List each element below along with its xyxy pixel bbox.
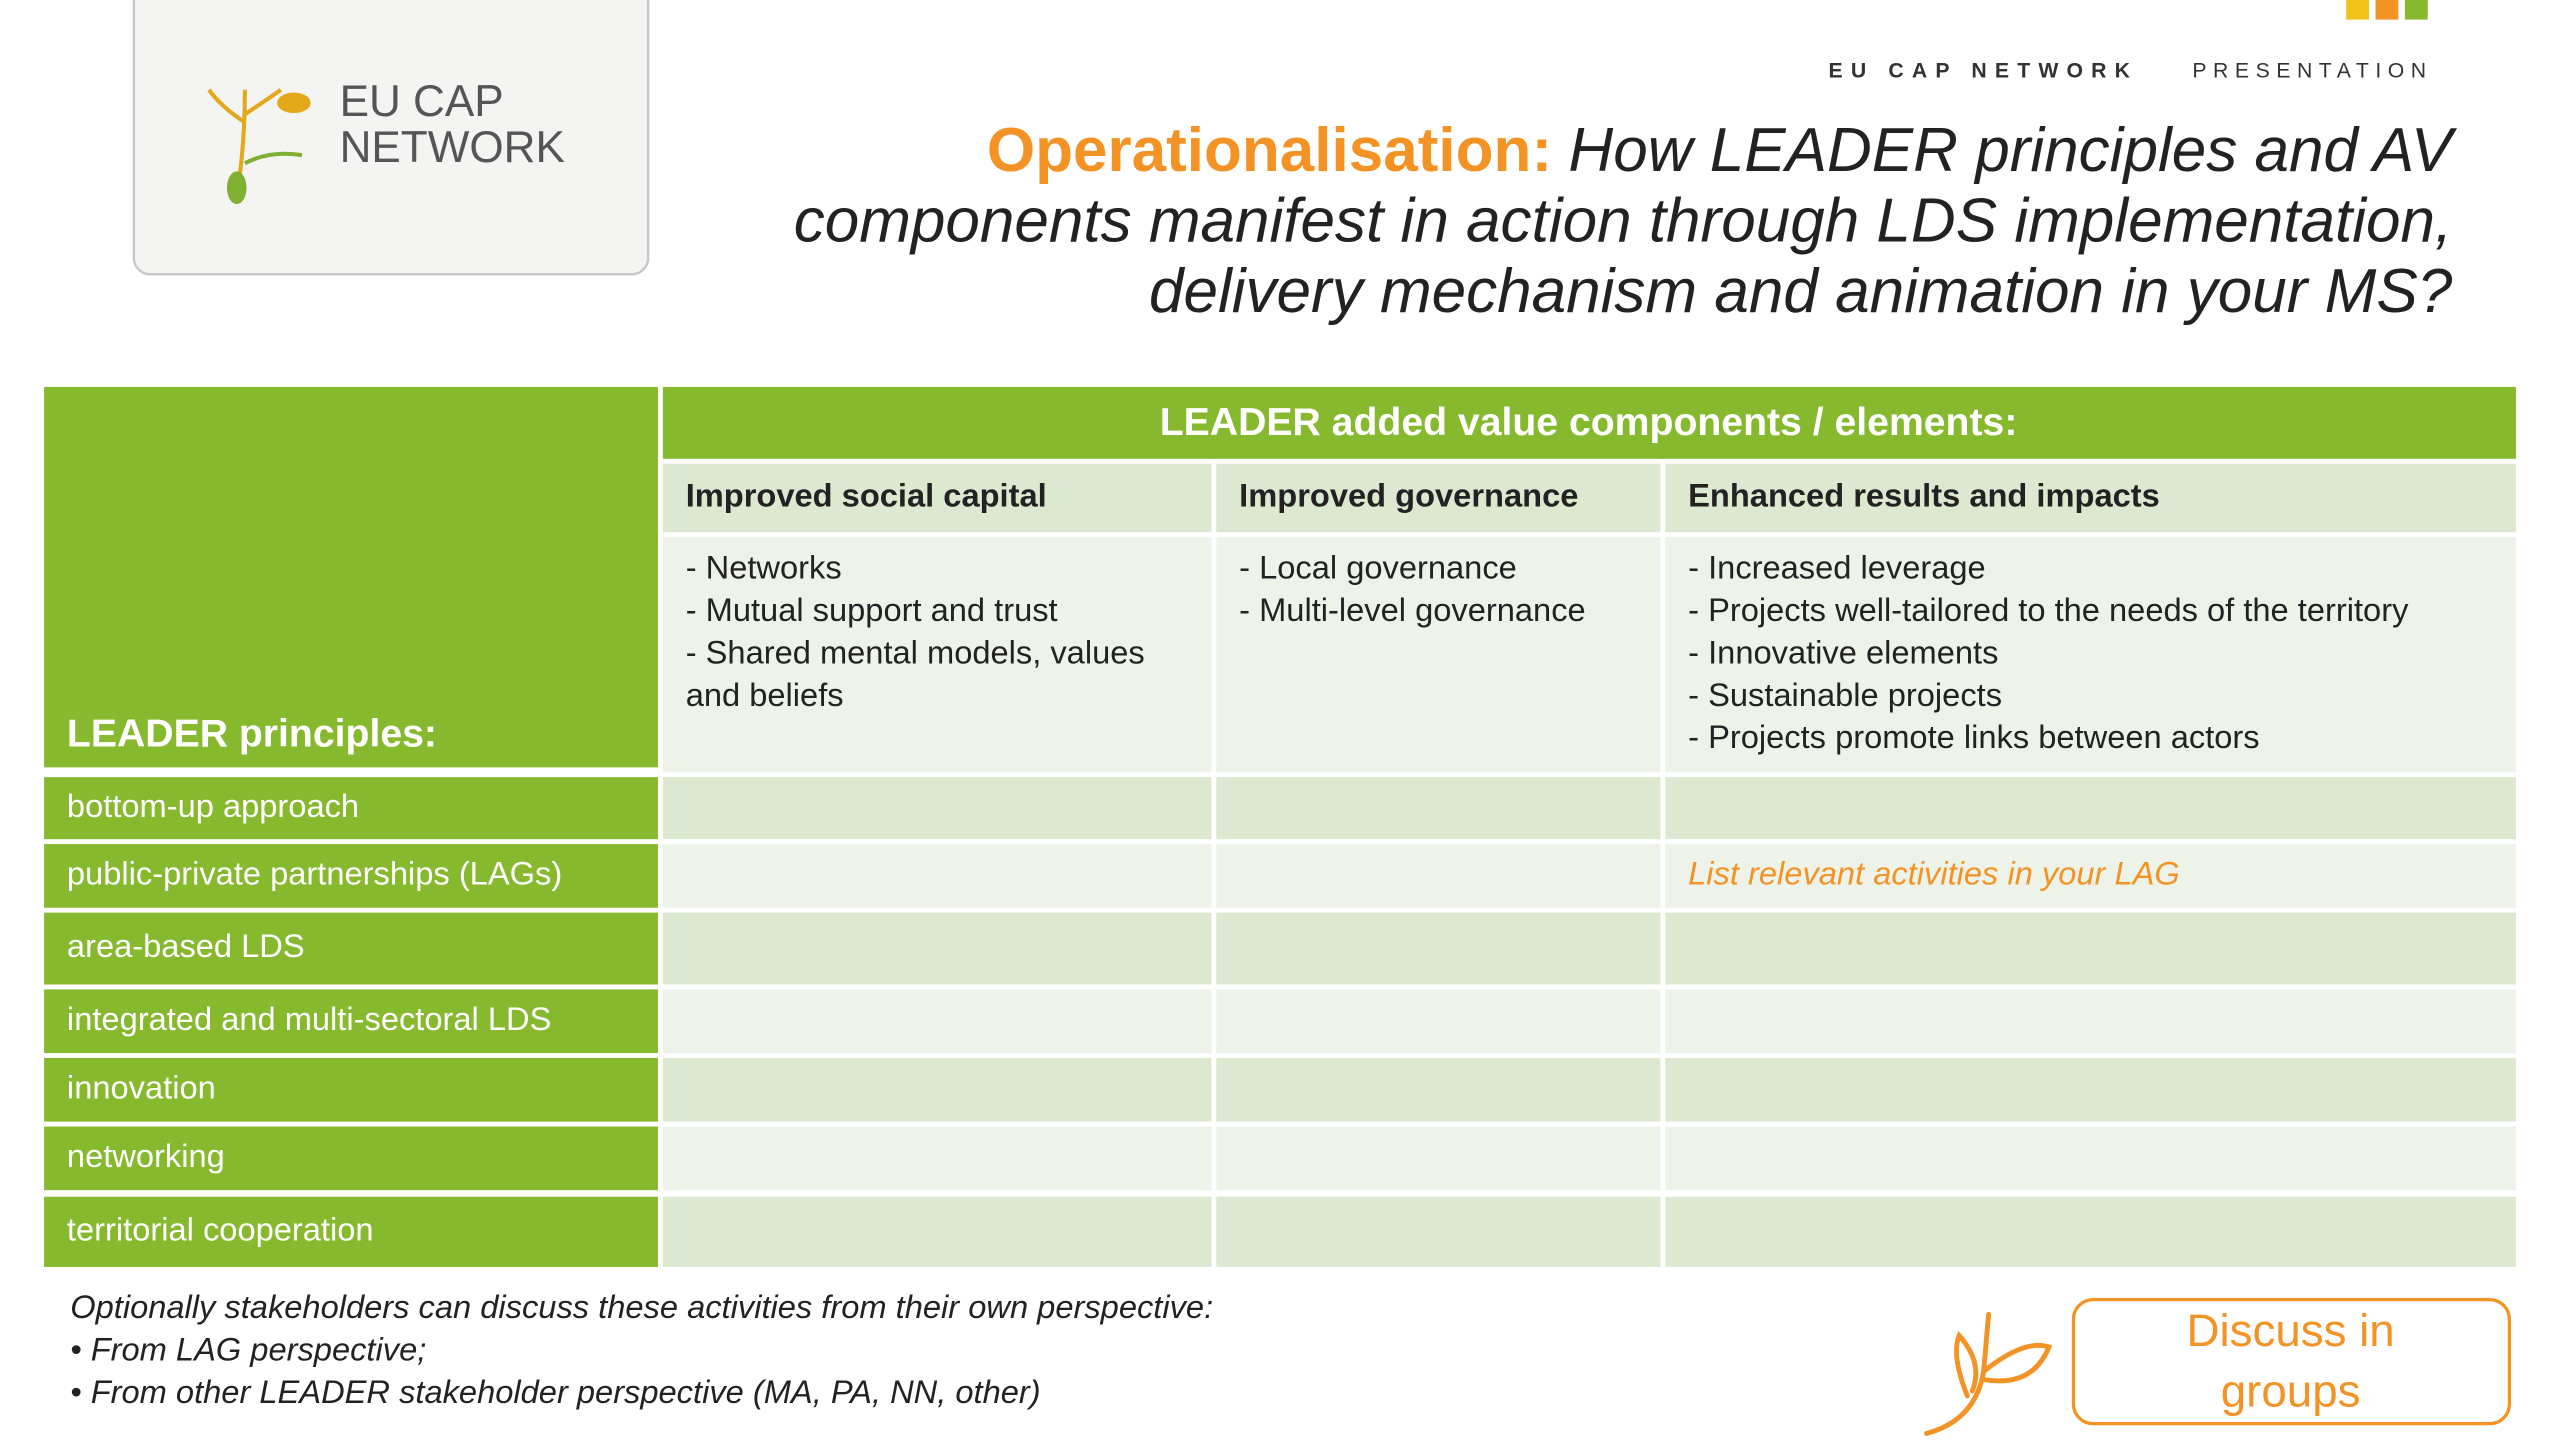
principle-label: networking	[67, 1137, 225, 1174]
activity-cell	[1216, 1126, 1661, 1191]
title-text: How LEADER principles and AV	[1568, 116, 2457, 185]
principle-cell	[44, 989, 658, 1054]
logo-text: EU CAP	[340, 77, 504, 126]
activity-cell	[1216, 912, 1661, 985]
footer-note: • From other LEADER stakeholder perspect…	[70, 1373, 1040, 1410]
column-heading: Enhanced results and impacts	[1688, 477, 2160, 514]
footer-note: • From LAG perspective;	[70, 1330, 426, 1367]
activity-cell	[662, 844, 1212, 908]
brand-square	[2375, 0, 2399, 20]
column-item: - Projects promote links between actors	[1688, 718, 2259, 755]
title-highlight: Operationalisation:	[987, 116, 1552, 185]
activity-cell	[662, 1057, 1212, 1122]
column-item: - Local governance	[1239, 548, 1517, 585]
column-item: - Projects well-tailored to the needs of…	[1688, 591, 2409, 628]
discuss-button[interactable]	[2071, 1297, 2512, 1426]
activity-cell	[1216, 777, 1661, 840]
principle-label: public-private partnerships (LAGs)	[67, 855, 562, 892]
principle-cell	[44, 1196, 658, 1267]
activity-cell	[1665, 844, 2516, 908]
brand-square	[2346, 0, 2369, 20]
principle-label: territorial cooperation	[67, 1210, 374, 1247]
activity-cell	[662, 1126, 1212, 1191]
activity-cell	[1665, 1057, 2516, 1122]
logo-leaf	[226, 171, 247, 205]
column-heading: Improved social capital	[686, 477, 1047, 514]
button-label: Discuss in	[2186, 1305, 2394, 1356]
column-item: - Networks	[686, 548, 842, 585]
sprout-icon	[1924, 1311, 2053, 1436]
column-item: - Increased leverage	[1688, 548, 1986, 585]
activity-cell	[1665, 1196, 2516, 1267]
corner-label: LEADER principles:	[67, 713, 437, 756]
activity-cell	[1665, 912, 2516, 985]
column-body-cell	[1216, 537, 1661, 773]
principle-label: area-based LDS	[67, 927, 305, 964]
column-item: - Sustainable projects	[1688, 676, 2002, 713]
column-heading: Improved governance	[1239, 477, 1578, 514]
brand-square	[2404, 0, 2428, 20]
logo-card	[132, 0, 650, 276]
logo-text: NETWORK	[340, 123, 565, 172]
column-body-cell	[1665, 537, 2516, 773]
column-item: - Multi-level governance	[1239, 591, 1586, 628]
title-line: components manifest in action through LD…	[794, 187, 2453, 256]
activity-cell	[1665, 777, 2516, 840]
corner-cell	[44, 386, 658, 768]
column-item: - Innovative elements	[1688, 633, 1998, 670]
activity-cell	[1665, 1126, 2516, 1191]
activity-cell	[662, 777, 1212, 840]
logo-icon	[207, 88, 311, 197]
group-header-cell	[662, 386, 2516, 459]
principle-label: integrated and multi-sectoral LDS	[67, 1000, 551, 1037]
column-heading-cell	[1665, 463, 2516, 533]
title-line: delivery mechanism and animation in your…	[1149, 257, 2453, 326]
activity-cell	[1216, 1057, 1661, 1122]
principle-label: innovation	[67, 1068, 216, 1105]
principle-cell	[44, 912, 658, 985]
activity-cell	[1216, 1196, 1661, 1267]
activity-cell	[1665, 989, 2516, 1054]
activity-cell	[662, 912, 1212, 985]
principle-cell	[44, 1057, 658, 1122]
placeholder: List relevant activities in your LAG	[1688, 855, 2180, 892]
column-heading-cell	[1216, 463, 1661, 533]
principle-cell	[44, 777, 658, 840]
footer-note: Optionally stakeholders can discuss thes…	[70, 1288, 1213, 1325]
title-line: Operationalisation: How LEADER principles…	[987, 116, 2458, 185]
principle-label: bottom-up approach	[67, 787, 359, 824]
presentation-label: PRESENTATION	[2192, 59, 2432, 82]
group-header: LEADER added value components / elements…	[1160, 401, 2018, 444]
column-item: - Shared mental models, values	[686, 633, 1145, 670]
principle-cell	[44, 1126, 658, 1191]
button-label: groups	[2221, 1365, 2361, 1416]
column-heading-cell	[662, 463, 1212, 533]
activity-cell	[1216, 844, 1661, 908]
principle-cell	[44, 844, 658, 908]
column-body-cell	[662, 537, 1212, 773]
column-item: and beliefs	[686, 676, 844, 713]
activity-cell	[662, 989, 1212, 1054]
brand-label: EU CAP NETWORK	[1829, 59, 2139, 82]
column-item: - Mutual support and trust	[686, 591, 1058, 628]
activity-cell	[662, 1196, 1212, 1267]
activity-cell	[1216, 989, 1661, 1054]
